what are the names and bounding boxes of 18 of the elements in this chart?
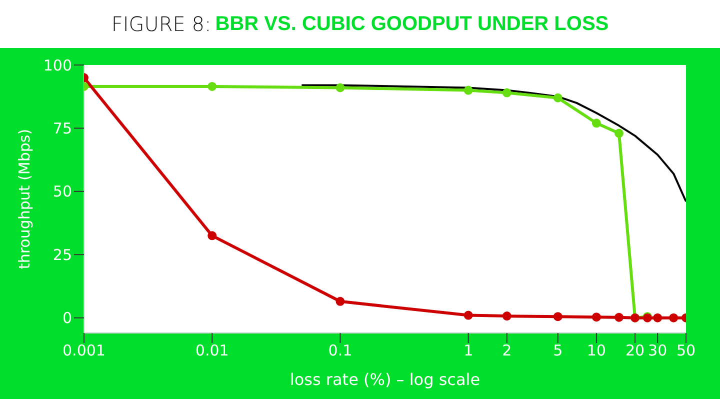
x-tick-label: 10: [586, 342, 606, 360]
x-tick-label: 30: [648, 342, 668, 360]
y-axis-title: throughput (Mbps): [15, 128, 34, 270]
y-tick-label: 75: [52, 120, 72, 138]
x-tick-label: 2: [502, 342, 512, 360]
x-tick-label: 1: [464, 342, 474, 360]
y-tick-label: 25: [52, 246, 72, 264]
x-tick-label: 0.1: [328, 342, 352, 360]
chart-title: FIGURE 8: BBR VS. CUBIC GOODPUT UNDER LOSS: [111, 12, 609, 36]
y-tick-label: 0: [62, 309, 72, 328]
x-tick-label: 0.001: [62, 342, 106, 360]
x-tick-label: 5: [553, 342, 563, 360]
y-tick-label: 100: [43, 56, 72, 74]
x-tick-label: 20: [625, 342, 645, 360]
x-tick-label: 0.01: [195, 342, 229, 360]
x-tick-label: 50: [676, 342, 696, 360]
x-axis-title: loss rate (%) – log scale: [290, 370, 480, 389]
y-tick-label: 50: [52, 182, 72, 201]
